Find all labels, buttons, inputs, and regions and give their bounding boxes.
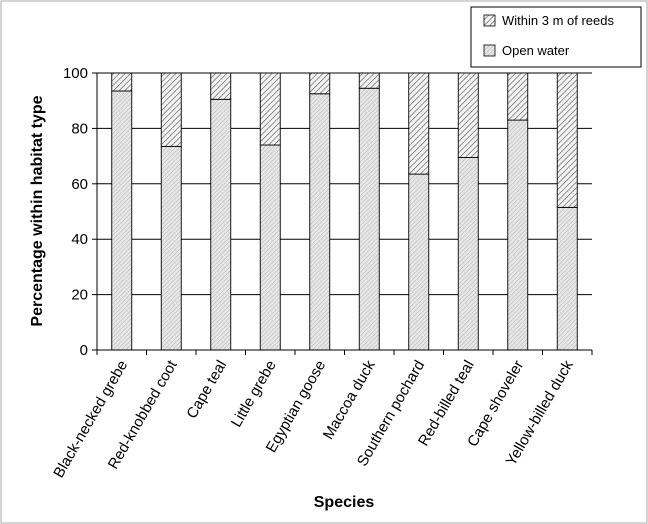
bar-open-water (556, 206, 578, 351)
legend-swatch-reeds (483, 14, 496, 27)
x-axis-title: Species (314, 494, 375, 511)
bar-within-reeds (210, 72, 232, 100)
legend-label-reeds: Within 3 m of reeds (502, 13, 614, 28)
bar-within-reeds (556, 72, 578, 208)
axes (92, 72, 593, 355)
bar-open-water (210, 98, 232, 351)
legend-box (470, 6, 642, 68)
y-tick-label: 100 (63, 65, 88, 82)
legend-swatch-open (483, 44, 496, 57)
y-tick-label: 60 (71, 176, 88, 193)
bar-within-reeds (160, 72, 182, 147)
bar-open-water (160, 145, 182, 351)
bar-within-reeds (111, 72, 133, 92)
bar-within-reeds (507, 72, 529, 121)
bar-open-water (457, 157, 479, 351)
bar-within-reeds (358, 72, 380, 89)
bar-open-water (259, 144, 281, 351)
bar-open-water (358, 87, 380, 351)
y-tick-label: 20 (71, 287, 88, 304)
legend: Within 3 m of reeds Open water (470, 6, 642, 68)
y-tick-label: 80 (71, 120, 88, 137)
bar-within-reeds (309, 72, 331, 95)
legend-label-open: Open water (502, 43, 570, 58)
y-tick-label: 0 (80, 342, 88, 359)
bars (111, 72, 578, 351)
bar-within-reeds (408, 72, 430, 175)
bar-open-water (408, 173, 430, 351)
y-tick-label: 40 (71, 231, 88, 248)
bar-open-water (507, 119, 529, 351)
y-tick-labels: 0 20 40 60 80 100 (63, 65, 88, 359)
y-axis-title: Percentage within habitat type (29, 95, 46, 326)
bar-open-water (111, 90, 133, 351)
bar-open-water (309, 93, 331, 351)
bar-within-reeds (457, 72, 479, 158)
bar-within-reeds (259, 72, 281, 146)
